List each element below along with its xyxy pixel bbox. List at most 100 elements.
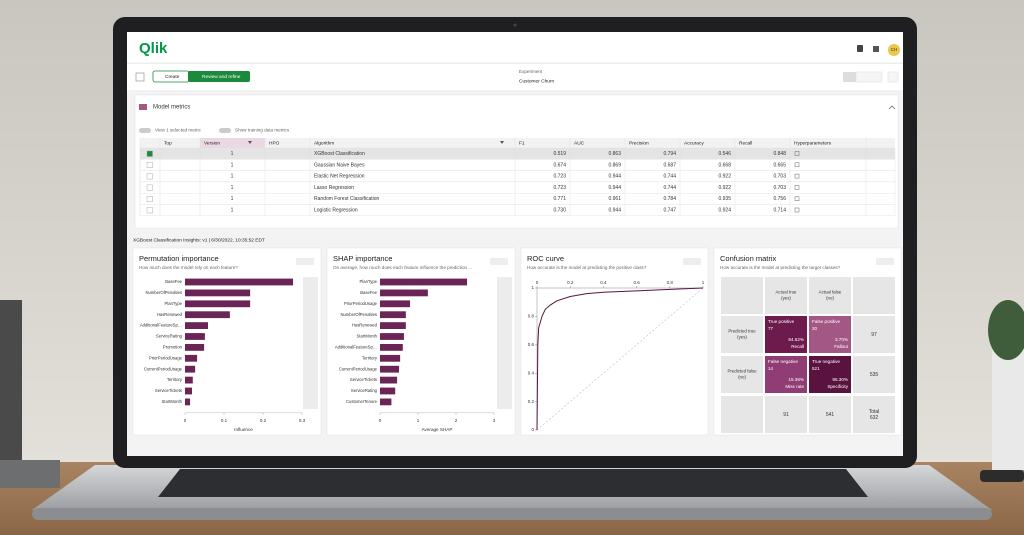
matrix-cell <box>853 277 895 314</box>
panel-menu[interactable] <box>876 258 894 265</box>
cell-percent: 15.38% <box>788 377 804 382</box>
apps-icon[interactable] <box>873 46 879 52</box>
bar[interactable] <box>380 387 396 395</box>
avatar[interactable] <box>888 44 900 56</box>
toggle-switch[interactable] <box>139 128 151 133</box>
y-tick-label: 0 <box>531 427 534 432</box>
roc-line[interactable] <box>536 287 704 431</box>
hyperparameters-icon[interactable] <box>794 151 800 156</box>
matrix-value-cell[interactable] <box>765 356 807 393</box>
panel-title: Confusion matrix <box>720 254 777 263</box>
panel-subtitle: On average, how much does each feature i… <box>333 265 472 270</box>
y-tick-label: 0.4 <box>528 370 535 375</box>
feature-label: HasRenewed <box>352 323 378 328</box>
bar[interactable] <box>380 289 428 297</box>
experiment-name[interactable]: Customer Churn <box>519 78 555 84</box>
filter-icon[interactable] <box>500 141 504 144</box>
bar[interactable] <box>380 278 468 286</box>
view-toggle[interactable] <box>843 72 856 82</box>
x-tick-label: 1 <box>702 280 705 285</box>
insights-title: XGBoost Classification Insights: v1 | 6/… <box>133 237 265 243</box>
algorithm-cell: Elastic Net Regression <box>314 174 365 180</box>
hyperparameters-icon[interactable] <box>794 185 800 190</box>
column-header[interactable]: HPO <box>269 140 280 146</box>
metric-cell: 0.935 <box>718 196 731 202</box>
bar[interactable] <box>185 333 205 340</box>
column-header[interactable]: Algorithm <box>314 140 334 146</box>
column-header[interactable]: Top <box>164 140 172 146</box>
laptop-front <box>32 508 992 520</box>
bar[interactable] <box>185 365 196 373</box>
column-header[interactable]: Version <box>204 140 220 146</box>
metric-cell: 0.730 <box>553 207 566 213</box>
bar[interactable] <box>185 322 209 329</box>
bar[interactable] <box>185 376 193 384</box>
panel-menu[interactable] <box>683 258 701 265</box>
bar[interactable] <box>185 354 198 362</box>
row-checkbox[interactable] <box>146 173 153 180</box>
charts: BaseFee NumberOfPenalties PlanType HasRenew… <box>140 277 895 433</box>
bar[interactable] <box>380 333 404 340</box>
hyperparameters-icon[interactable] <box>794 196 800 201</box>
panel-menu[interactable] <box>490 258 508 265</box>
column-header[interactable]: Recall <box>739 140 752 146</box>
bar[interactable] <box>185 387 193 395</box>
logo[interactable]: Qlik <box>139 40 168 57</box>
hyperparameters-icon[interactable] <box>794 173 800 179</box>
collapse-icon[interactable] <box>888 105 896 110</box>
version-cell: 1 <box>231 162 234 168</box>
bar[interactable] <box>380 398 392 406</box>
feature-label: CurrentPeriodUsage <box>339 366 378 371</box>
metric-cell: 0.869 <box>608 162 621 168</box>
column-header[interactable]: Hyperparameters <box>794 140 832 146</box>
panel-menu[interactable] <box>296 258 314 265</box>
matrix-value-cell[interactable] <box>765 316 807 353</box>
column-header[interactable]: Precision <box>629 140 649 146</box>
bar[interactable] <box>380 311 406 319</box>
filter-icon[interactable] <box>248 141 252 144</box>
bar[interactable] <box>380 300 411 308</box>
flask-icon[interactable] <box>135 72 145 82</box>
bar[interactable] <box>185 311 230 319</box>
review-step[interactable] <box>188 71 250 82</box>
notifications-icon[interactable] <box>857 45 863 52</box>
row-checkbox[interactable] <box>146 162 153 169</box>
bar[interactable] <box>380 322 406 329</box>
panel-toggle[interactable] <box>887 71 899 83</box>
total-label: Total <box>869 409 880 415</box>
row-checkbox[interactable] <box>146 195 153 202</box>
hyperparameters-icon[interactable] <box>794 207 800 213</box>
metric-cell: 0.668 <box>718 162 731 168</box>
view-toggle-2[interactable] <box>855 71 883 83</box>
version-cell: 1 <box>231 196 234 202</box>
row-checkbox[interactable] <box>146 150 153 157</box>
column-header[interactable]: AUC <box>574 140 585 146</box>
toggle-switch[interactable] <box>219 128 231 133</box>
bar[interactable] <box>185 398 191 406</box>
permutation-panel <box>132 247 322 436</box>
x-tick-label: 0 <box>379 418 382 423</box>
bar[interactable] <box>185 344 205 351</box>
row-checkbox[interactable] <box>146 184 153 191</box>
shap-panel <box>326 247 516 436</box>
bar[interactable] <box>380 344 403 351</box>
hyperparameters-icon[interactable] <box>794 162 800 168</box>
bar[interactable] <box>380 365 399 373</box>
panel-subtitle: How much does the model rely on each fea… <box>139 265 238 270</box>
scroll-overview[interactable] <box>303 277 318 409</box>
scroll-overview[interactable] <box>497 277 512 409</box>
bar[interactable] <box>380 376 398 384</box>
row-checkbox[interactable] <box>146 207 153 214</box>
bar[interactable] <box>185 278 294 286</box>
feature-label: StartMonth <box>162 399 183 404</box>
row-total: 535 <box>870 372 879 378</box>
matrix-value-cell[interactable] <box>809 316 851 353</box>
bar[interactable] <box>185 289 251 297</box>
column-header[interactable]: Accuracy <box>684 140 704 146</box>
bar[interactable] <box>185 300 251 308</box>
column-header[interactable]: F1 <box>519 140 525 146</box>
matrix-value-cell[interactable] <box>809 356 851 393</box>
metric-cell: 0.944 <box>608 174 621 180</box>
bar[interactable] <box>380 354 401 362</box>
plant <box>988 300 1024 360</box>
